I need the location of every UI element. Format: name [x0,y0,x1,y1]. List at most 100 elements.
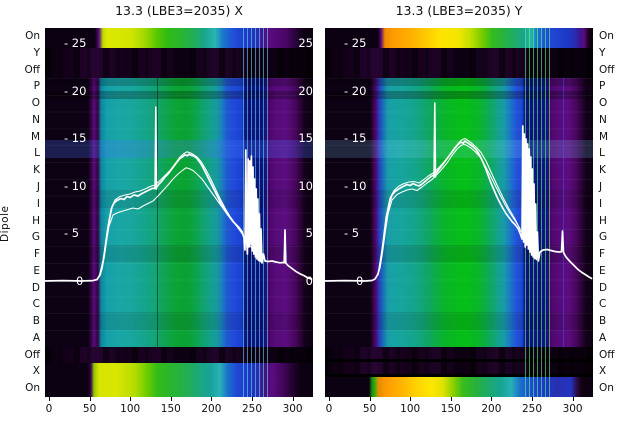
row-label-right-on-0: On [599,30,614,42]
vertical-line-artifact [563,78,564,347]
x-tick-label-right-100: 100 [400,403,421,415]
x-tick-label-right-150: 150 [440,403,461,415]
row-label-right-g-12: G [599,231,608,244]
row-label-left-n-5: N [32,113,40,126]
row-label-left-m-6: M [30,130,40,143]
x-tick-label-right-250: 250 [521,403,543,415]
x-tick-label-left-200: 200 [201,403,222,415]
heatmap-panel-x [45,28,313,397]
row-label-left-d-15: D [31,281,40,294]
x-tick-label-left-50: 50 [82,403,97,415]
overlay-tick-left-panelx-10: - 10 [64,178,87,193]
row-label-right-off-2: Off [599,63,615,76]
row-label-left-j-9: J [36,180,40,193]
white-trace-trace3 [377,137,522,276]
row-label-right-h-11: H [599,214,607,227]
row-label-left-g-12: G [31,231,40,244]
row-label-left-b-17: B [32,315,40,328]
x-tick-label-right-0: 0 [325,403,333,415]
overlay-tick-right-panelx-10: 10 [298,178,313,193]
overlay-tick-left-panelx-15: - 15 [64,131,87,145]
x-tick-mark-left-250 [252,397,253,401]
row-label-right-o-4: O [599,97,608,110]
row-label-left-k-8: K [33,164,40,177]
x-tick-mark-right-250 [532,397,533,401]
overlay-tick-left-panely-15: - 15 [344,131,367,145]
overlay-tick-left-panely-5: - 5 [344,226,360,240]
x-tick-mark-left-150 [170,397,172,401]
white-trace-trace2 [96,167,263,281]
x-tick-label-left-150: 150 [160,403,181,415]
white-trace-spike [154,106,158,190]
x-tick-label-right-50: 50 [362,403,377,415]
row-label-right-i-10: I [599,197,603,210]
white-trace-spike [433,102,437,178]
row-label-right-n-5: N [599,113,607,126]
row-label-left-c-16: C [32,298,40,311]
x-tick-mark-left-0 [49,397,50,401]
row-label-left-o-4: O [31,97,40,110]
row-label-right-c-16: C [599,298,607,311]
vertical-line-artifact [157,78,158,347]
x-tick-mark-left-300 [292,397,294,401]
x-tick-mark-right-300 [572,397,574,401]
x-tick-mark-right-0 [329,397,330,401]
x-tick-mark-left-200 [211,397,213,401]
white-trace-main [325,125,593,282]
x-tick-mark-right-200 [491,397,493,401]
overlay-tick-left-panelx-20: - 20 [64,83,87,98]
row-label-right-p-3: P [599,80,606,93]
row-label-right-j-9: J [599,180,603,193]
row-label-right-l-7: L [599,147,605,160]
row-label-right-d-15: D [599,281,608,294]
row-label-right-x-20: X [599,365,607,378]
row-label-left-p-3: P [33,80,40,93]
row-label-right-on-21: On [599,382,614,395]
overlay-tick-left-panelx-0: 0 [76,273,84,288]
overlay-tick-left-panely-20: - 20 [344,83,367,98]
white-trace-trace3 [98,151,241,278]
x-tick-mark-right-50 [369,397,371,401]
white-curve-overlay [325,102,593,282]
white-trace-trace2 [375,143,521,279]
row-label-right-e-14: E [599,264,606,277]
row-label-left-i-10: I [36,197,40,210]
overlay-tick-right-panelx-25: 25 [298,36,313,50]
row-label-left-y-1: Y [33,46,40,59]
row-label-left-f-13: F [33,248,40,261]
overlay-tick-left-panely-25: - 25 [344,36,367,50]
white-curve-overlay [45,106,313,282]
x-tick-mark-right-150 [450,397,452,401]
row-label-left-e-14: E [33,264,40,277]
row-label-right-k-8: K [599,164,606,177]
panel-title-right: 13.3 (LBE3=2035) Y [395,3,523,18]
overlay-tick-left-panelx-25: - 25 [64,36,87,50]
x-tick-label-right-300: 300 [562,403,583,415]
row-label-left-on-21: On [25,382,40,395]
x-tick-mark-left-100 [130,397,132,401]
overlay-tick-right-panelx-5: 5 [305,226,313,240]
row-label-left-off-19: Off [24,348,41,361]
white-trace-main [45,149,313,282]
x-tick-label-left-300: 300 [282,403,303,415]
row-label-right-f-13: F [599,248,606,261]
overlay-tick-left-panely-0: 0 [356,273,364,288]
panel-title-left: 13.3 (LBE3=2035) X [115,3,243,18]
row-label-left-a-18: A [32,331,40,344]
row-label-left-h-11: H [32,214,40,227]
x-tick-label-left-100: 100 [120,403,141,415]
row-label-right-a-18: A [599,331,607,344]
x-tick-label-right-200: 200 [481,403,502,415]
row-label-right-y-1: Y [599,46,606,59]
heatmap-panel-y [325,28,593,397]
x-tick-label-left-0: 0 [45,403,53,415]
row-label-right-m-6: M [599,130,609,143]
row-label-left-on-0: On [25,30,40,42]
overlay-tick-left-panely-10: - 10 [344,178,367,193]
overlay-tick-right-panelx-20: 20 [298,83,313,98]
row-label-right-b-17: B [599,315,607,328]
overlay-tick-right-panelx-0: 0 [305,273,313,288]
x-tick-mark-right-100 [410,397,412,401]
row-label-left-off-2: Off [24,63,41,76]
